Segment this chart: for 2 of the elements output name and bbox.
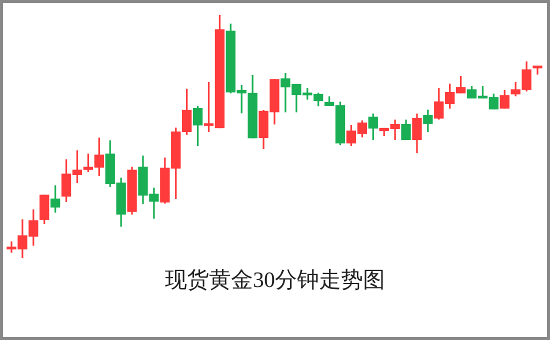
text: 现货黄金30分钟走势图	[164, 266, 386, 294]
candlestick	[532, 66, 542, 75]
